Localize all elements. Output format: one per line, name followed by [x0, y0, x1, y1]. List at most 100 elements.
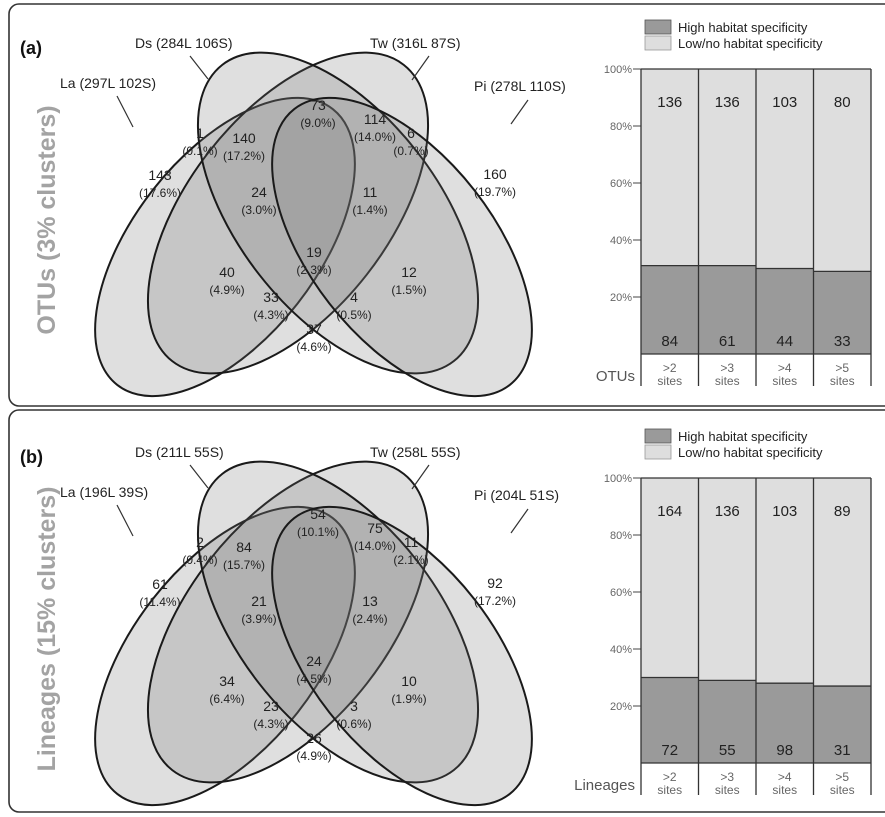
region-percent-la-pi: (4.9%) — [296, 749, 331, 763]
region-count-la-tw-pi: 23 — [263, 698, 279, 714]
region-percent-la: (11.4%) — [139, 595, 180, 609]
x-category-label: sites — [830, 374, 855, 388]
set-label-leader-la — [116, 95, 134, 128]
x-category-label: >2 — [663, 361, 677, 375]
region-count-ds-tw-pi: 13 — [362, 593, 378, 609]
bar-value-low: 164 — [657, 503, 682, 520]
bar-value-high: 55 — [719, 742, 736, 759]
set-label-la: La (297L 102S) — [60, 75, 156, 91]
bar-segment-low — [756, 69, 814, 269]
legend-box — [641, 428, 881, 461]
bar-segment-high — [698, 265, 756, 354]
x-category-label: sites — [657, 783, 682, 797]
legend-box — [641, 19, 881, 52]
bar-value-low: 103 — [772, 94, 797, 111]
region-percent-la-pi: (4.6%) — [296, 340, 331, 354]
set-label-leader-ds — [189, 464, 209, 489]
bar-value-high: 33 — [834, 333, 851, 350]
x-category-label: sites — [772, 783, 797, 797]
x-category-label: sites — [657, 374, 682, 388]
legend-label-high: High habitat specificity — [678, 429, 808, 444]
region-percent-ds: (15.7%) — [223, 558, 265, 572]
bar-value-low: 136 — [715, 94, 740, 111]
region-percent-tw: (14.0%) — [354, 539, 396, 553]
region-count-la-ds: 1 — [196, 125, 204, 141]
bar-segment-high — [641, 677, 699, 763]
region-percent-ds-tw: (10.1%) — [297, 525, 339, 539]
set-label-leader-ds — [189, 55, 209, 80]
y-tick-label: 20% — [610, 701, 632, 713]
region-count-ds: 84 — [236, 539, 252, 555]
set-label-leader-tw — [411, 55, 430, 81]
bar-segment-high — [813, 271, 871, 354]
region-count-tw: 75 — [367, 520, 383, 536]
panel-a-frame — [8, 3, 885, 407]
bar-segment-low — [641, 69, 699, 266]
panel-a-side-label: OTUs (3% clusters) — [33, 105, 61, 334]
region-percent-ds-tw-pi: (1.4%) — [352, 203, 387, 217]
legend-label-high: High habitat specificity — [678, 20, 808, 35]
bar-value-high: 31 — [834, 742, 851, 759]
region-count-tw-pi: 11 — [404, 534, 419, 550]
set-label-ds: Ds (211L 55S) — [135, 444, 224, 460]
x-category-label: >5 — [835, 361, 849, 375]
row-label: Lineages — [574, 777, 635, 794]
venn-ellipse-pi — [271, 96, 533, 398]
region-percent-tw-pi: (2.1%) — [393, 553, 428, 567]
region-percent-la-ds-tw: (3.9%) — [241, 612, 276, 626]
set-label-leader-la — [116, 504, 134, 537]
set-label-leader-pi — [510, 508, 529, 534]
venn-diagram-a: La (297L 102S) Ds (284L 106S) Tw (316L 87S… — [60, 35, 566, 398]
set-label-la: La (196L 39S) — [60, 484, 148, 500]
region-count-la-tw: 40 — [219, 264, 235, 280]
y-tick-label: 80% — [610, 530, 632, 542]
region-percent-ds-tw-pi: (2.4%) — [352, 612, 387, 626]
panel-a: (a) OTUs (3% clusters) La (297L 102S) Ds … — [8, 3, 885, 407]
region-count-la-ds-tw: 21 — [251, 593, 267, 609]
venn-diagram-b: La (196L 39S) Ds (211L 55S) Tw (258L 55S) P… — [60, 444, 559, 807]
x-category-label: >3 — [720, 770, 734, 784]
legend-swatch-high — [644, 19, 672, 35]
bar-segment-low — [698, 478, 756, 681]
bar-segment-low — [698, 69, 756, 266]
region-percent-all: (4.5%) — [296, 672, 331, 686]
bar-value-low: 80 — [834, 94, 851, 111]
venn-ellipse-pi — [271, 505, 533, 807]
panel-b-side-label: Lineages (15% clusters) — [33, 487, 61, 772]
panel-b-frame — [8, 409, 885, 813]
x-category-label: >5 — [835, 770, 849, 784]
x-category-label: sites — [715, 783, 740, 797]
region-percent-la-tw-pi: (4.3%) — [253, 717, 288, 731]
region-percent-ds: (17.2%) — [223, 149, 265, 163]
venn-ellipse-ds — [146, 460, 430, 784]
region-percent-la: (17.6%) — [139, 186, 181, 200]
bar-segment-low — [756, 478, 814, 684]
region-percent-pi: (17.2%) — [474, 594, 516, 608]
region-percent-la-ds: (0.1%) — [182, 144, 217, 158]
x-category-label: >4 — [778, 361, 792, 375]
region-percent-la-tw: (4.9%) — [209, 283, 244, 297]
y-tick-label: 100% — [604, 64, 632, 76]
region-count-ds-tw-pi: 11 — [363, 184, 378, 200]
bar-segment-low — [813, 69, 871, 272]
region-percent-la-ds-tw: (3.0%) — [241, 203, 276, 217]
y-tick-label: 60% — [610, 178, 632, 190]
bar-segment-high — [756, 683, 814, 763]
bar-value-low: 136 — [657, 94, 682, 111]
y-tick-label: 100% — [604, 473, 632, 485]
x-category-label: sites — [830, 783, 855, 797]
x-category-label: sites — [715, 374, 740, 388]
x-category-label: >2 — [663, 770, 677, 784]
bar-segment-high — [756, 268, 814, 354]
bar-segment-high — [641, 265, 699, 354]
y-tick-label: 40% — [610, 644, 632, 656]
region-count-la: 143 — [148, 167, 172, 183]
x-category-label: sites — [772, 374, 797, 388]
region-percent-la-ds-pi: (0.6%) — [336, 717, 371, 731]
set-label-tw: Tw (258L 55S) — [370, 444, 461, 460]
region-count-tw-pi: 6 — [407, 125, 415, 141]
legend-swatch-low — [644, 444, 672, 460]
